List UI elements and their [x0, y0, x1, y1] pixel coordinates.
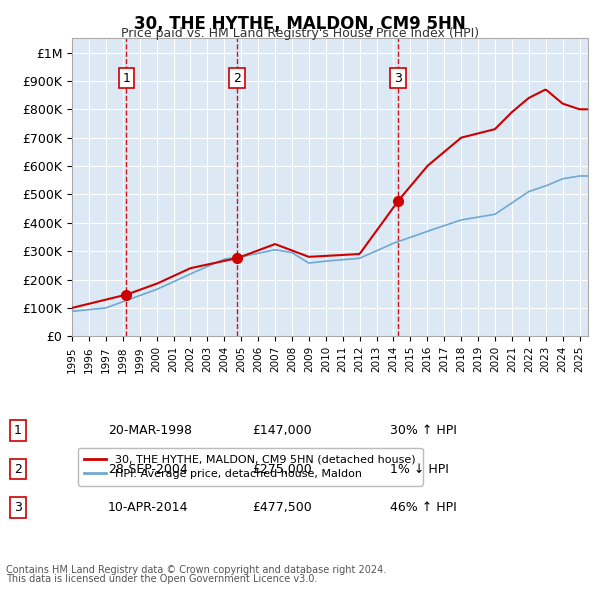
Text: 30, THE HYTHE, MALDON, CM9 5HN: 30, THE HYTHE, MALDON, CM9 5HN	[134, 15, 466, 33]
Text: £275,000: £275,000	[252, 463, 312, 476]
Text: 1: 1	[14, 424, 22, 437]
Text: 2: 2	[14, 463, 22, 476]
Legend: 30, THE HYTHE, MALDON, CM9 5HN (detached house), HPI: Average price, detached ho: 30, THE HYTHE, MALDON, CM9 5HN (detached…	[77, 448, 422, 486]
Text: 3: 3	[394, 71, 402, 84]
Text: 46% ↑ HPI: 46% ↑ HPI	[390, 501, 457, 514]
Text: 1: 1	[122, 71, 130, 84]
Text: 3: 3	[14, 501, 22, 514]
Text: £477,500: £477,500	[252, 501, 312, 514]
Text: Contains HM Land Registry data © Crown copyright and database right 2024.: Contains HM Land Registry data © Crown c…	[6, 565, 386, 575]
Text: 10-APR-2014: 10-APR-2014	[108, 501, 188, 514]
Text: 2: 2	[233, 71, 241, 84]
Text: 30% ↑ HPI: 30% ↑ HPI	[390, 424, 457, 437]
Text: 28-SEP-2004: 28-SEP-2004	[108, 463, 188, 476]
Text: Price paid vs. HM Land Registry's House Price Index (HPI): Price paid vs. HM Land Registry's House …	[121, 27, 479, 40]
Text: 1% ↓ HPI: 1% ↓ HPI	[390, 463, 449, 476]
Text: £147,000: £147,000	[252, 424, 311, 437]
Text: This data is licensed under the Open Government Licence v3.0.: This data is licensed under the Open Gov…	[6, 574, 317, 584]
Text: 20-MAR-1998: 20-MAR-1998	[108, 424, 192, 437]
